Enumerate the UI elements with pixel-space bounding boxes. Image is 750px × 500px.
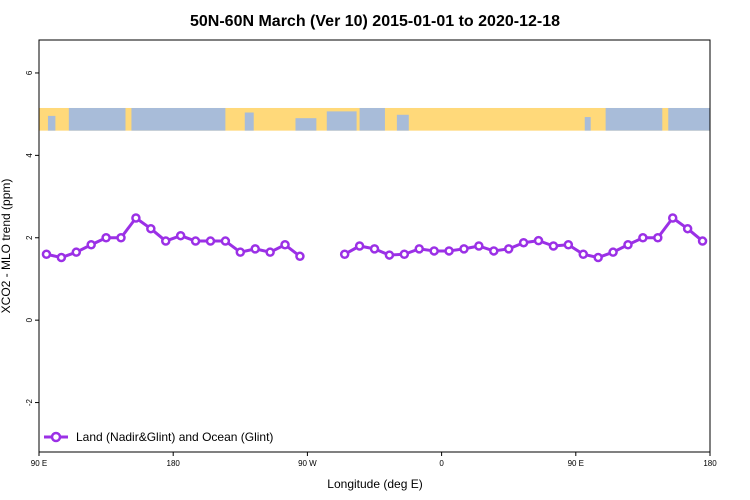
data-point [384, 250, 395, 260]
x-tick-label: 90 E [31, 459, 47, 468]
map-band [39, 107, 710, 131]
legend-label: Land (Nadir&Glint) and Ocean (Glint) [76, 430, 273, 444]
data-point [444, 246, 454, 256]
data-point [220, 236, 231, 246]
data-point [667, 213, 678, 223]
data-point [146, 223, 156, 234]
data-point [339, 249, 350, 259]
data-point [190, 236, 201, 246]
data-point [56, 252, 67, 263]
y-tick-label: 2 [25, 235, 34, 240]
data-point [518, 237, 529, 248]
data-point [593, 252, 603, 263]
data-point [429, 246, 439, 256]
series-line [46, 216, 301, 260]
map-band-ocean [584, 117, 591, 131]
data-point [116, 233, 126, 243]
data-point [280, 240, 290, 250]
data-point [697, 236, 708, 246]
data-point [533, 235, 544, 246]
map-band-ocean [326, 111, 357, 131]
data-point [101, 233, 111, 243]
data-point [653, 233, 663, 243]
data-point [235, 247, 246, 257]
data-point [175, 230, 186, 241]
map-band-ocean [396, 114, 409, 131]
data-point [608, 247, 618, 257]
data-point [578, 249, 589, 259]
data-point [503, 244, 514, 254]
data-point [638, 233, 648, 243]
x-tick-label: 180 [167, 459, 181, 468]
data-point [459, 244, 469, 254]
data-point [474, 241, 484, 251]
data-point [369, 244, 380, 254]
data-point [414, 244, 424, 254]
y-axis-label: XCO2 - MLO trend (ppm) [0, 179, 13, 314]
map-band-ocean [605, 107, 663, 131]
data-point [160, 236, 171, 246]
plot-frame [38, 39, 711, 453]
y-tick-label: 0 [25, 317, 34, 322]
map-band-ocean [68, 107, 126, 131]
x-tick-label: 90 W [298, 459, 317, 468]
x-tick-label: 90 E [568, 459, 584, 468]
data-point [265, 247, 275, 257]
data-point [399, 249, 410, 259]
y-tick-label: -2 [25, 398, 34, 406]
data-point [250, 244, 260, 254]
series-line [343, 216, 704, 260]
data-point [682, 223, 693, 234]
map-band-ocean [668, 107, 710, 131]
map-band-ocean [244, 112, 254, 131]
y-axis: -2 0 2 4 6 [25, 70, 39, 406]
map-band-ocean [359, 107, 385, 131]
x-axis-label: Longitude (deg E) [327, 477, 422, 491]
data-point [548, 241, 559, 251]
x-tick-label: 0 [439, 459, 444, 468]
data-point [563, 240, 574, 250]
data-point [71, 247, 82, 257]
chart-title: 50N-60N March (Ver 10) 2015-01-01 to 202… [190, 13, 560, 30]
data-point [131, 213, 141, 223]
x-tick-label: 180 [703, 459, 717, 468]
legend: Land (Nadir&Glint) and Ocean (Glint) [44, 430, 273, 444]
data-point [489, 246, 499, 256]
y-tick-label: 6 [25, 70, 34, 75]
data-point [86, 240, 96, 250]
x-axis: 90 E 180 90 W 0 90 E 180 [31, 452, 717, 468]
data-point [623, 240, 633, 250]
map-band-ocean [47, 115, 56, 131]
data-point [295, 251, 305, 262]
series-layer [41, 213, 708, 263]
legend-marker [50, 431, 62, 443]
data-point [205, 236, 216, 246]
map-band-ocean [131, 107, 226, 131]
y-tick-label: 4 [25, 153, 34, 158]
data-point [354, 241, 365, 251]
map-band-ocean [295, 118, 317, 131]
data-point [41, 249, 52, 259]
